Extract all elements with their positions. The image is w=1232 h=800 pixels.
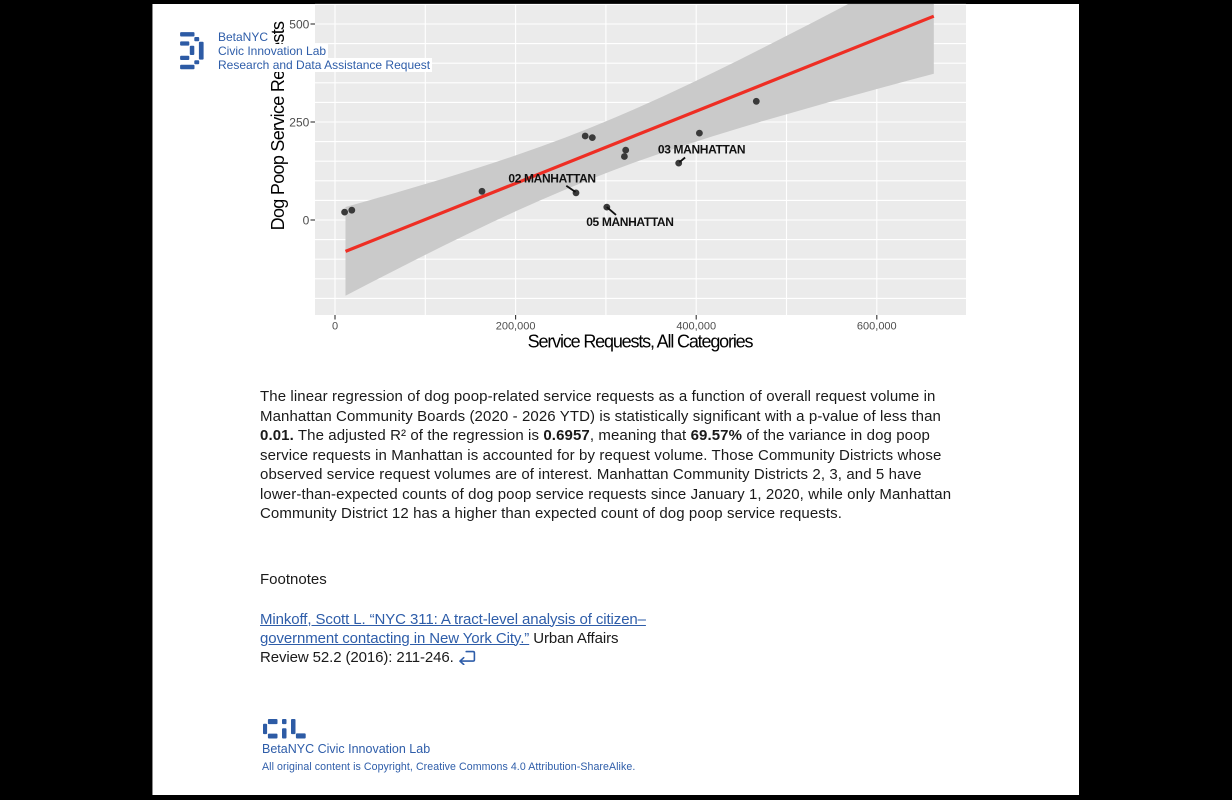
svg-text:03 MANHATTAN: 03 MANHATTAN — [658, 142, 745, 156]
svg-text:05 MANHATTAN: 05 MANHATTAN — [586, 215, 673, 229]
svg-text:Service Requests, All Categori: Service Requests, All Categories — [528, 332, 754, 352]
svg-text:0: 0 — [303, 213, 310, 227]
svg-text:0: 0 — [332, 321, 338, 333]
svg-text:200,000: 200,000 — [496, 321, 536, 333]
svg-text:250: 250 — [289, 115, 309, 129]
svg-text:600,000: 600,000 — [857, 321, 897, 333]
svg-text:500: 500 — [289, 17, 309, 31]
svg-text:400,000: 400,000 — [676, 321, 716, 333]
svg-text:02 MANHATTAN: 02 MANHATTAN — [508, 172, 595, 186]
svg-text:Dog Poop Service Requests: Dog Poop Service Requests — [268, 21, 288, 230]
